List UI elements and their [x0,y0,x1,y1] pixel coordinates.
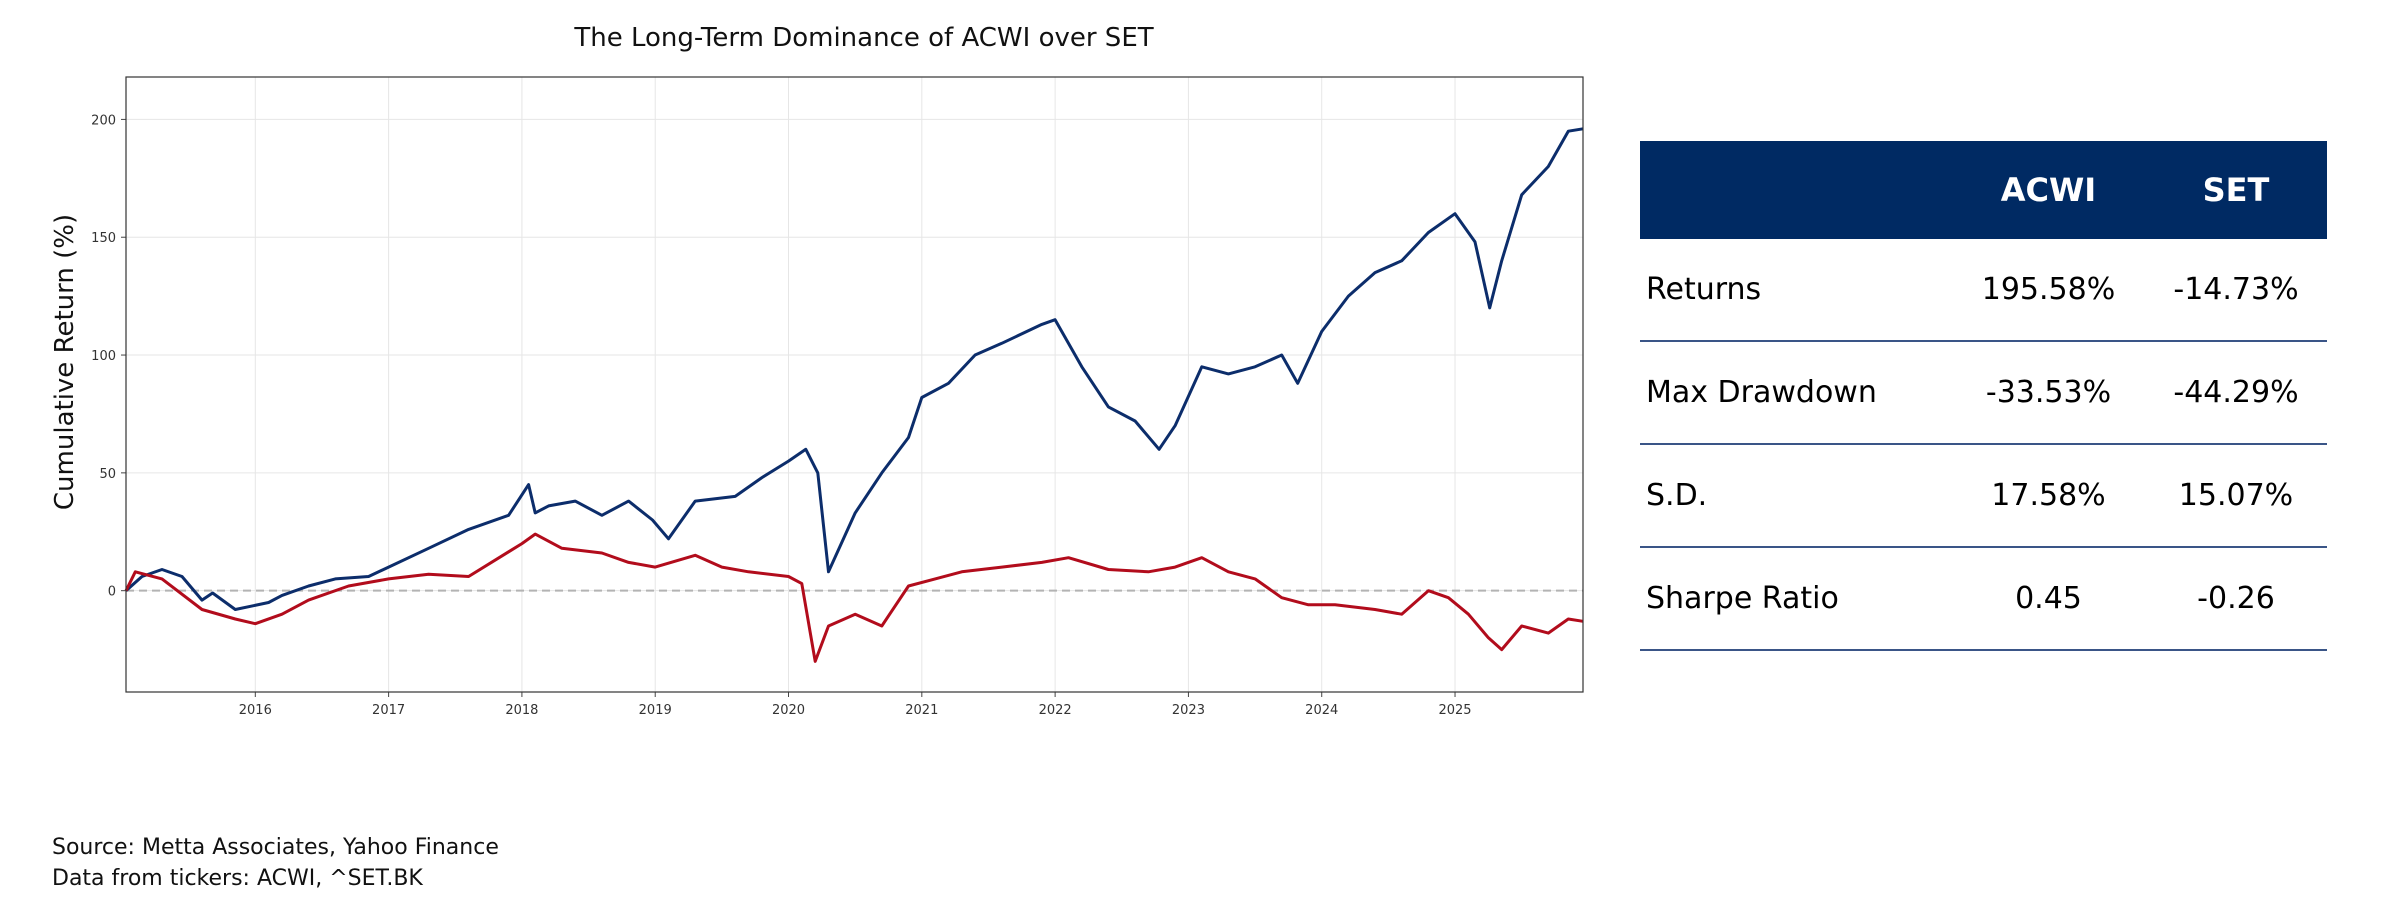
y-tick-label: 0 [108,585,116,600]
data-tickers-line: Data from tickers: ACWI, ^SET.BK [52,866,423,891]
source-note: Source: Metta Associates, Yahoo Finance … [52,832,499,894]
set-value: -14.73% [2144,239,2327,342]
stats-row-returns: Returns 195.58% -14.73% [1640,239,2327,342]
metric-label: S.D. [1640,444,1952,548]
y-tick-label: 150 [91,231,116,246]
stats-header-metric [1640,141,1952,239]
stats-header-acwi: ACWI [1952,141,2145,239]
x-tick-label: 2016 [239,703,272,718]
plot-area: 2016 2017 2018 2019 2020 2021 2022 2023 2024 2025… [91,76,1584,718]
y-tick-label: 200 [91,113,116,128]
stats-row-sharpe-ratio: Sharpe Ratio 0.45 -0.26 [1640,547,2327,651]
y-tick-label: 50 [99,467,116,482]
stats-header-row: ACWI SET [1640,141,2327,239]
plot-frame [125,76,1584,693]
acwi-series-line [125,127,1584,611]
stats-row-sd: S.D. 17.58% 15.07% [1640,444,2327,548]
x-tick-label: 2024 [1305,703,1338,718]
x-tick-label: 2017 [372,703,405,718]
x-tick-label: 2020 [772,703,805,718]
acwi-value: 195.58% [1952,239,2145,342]
stats-table: ACWI SET Returns 195.58% -14.73% Max Dra… [1640,141,2327,651]
set-series-line [124,532,1584,663]
metric-label: Returns [1640,239,1952,342]
metric-label: Sharpe Ratio [1640,547,1952,651]
x-tick-label: 2023 [1172,703,1205,718]
y-axis-label: Cumulative Return (%) [50,214,80,510]
x-tick-label: 2022 [1039,703,1072,718]
stats-row-max-drawdown: Max Drawdown -33.53% -44.29% [1640,341,2327,445]
set-value: -44.29% [2144,341,2327,445]
source-line: Source: Metta Associates, Yahoo Finance [52,835,499,860]
set-value: -0.26 [2144,547,2327,651]
stats-header-set: SET [2144,141,2327,239]
x-tick-label: 2019 [639,703,672,718]
acwi-value: -33.53% [1952,341,2145,445]
acwi-value: 0.45 [1952,547,2145,651]
set-value: 15.07% [2144,444,2327,548]
x-tick-label: 2025 [1438,703,1471,718]
x-tick-label: 2021 [905,703,938,718]
metric-label: Max Drawdown [1640,341,1952,445]
y-tick-label: 100 [91,349,116,364]
x-tick-label: 2018 [505,703,538,718]
chart-title: The Long-Term Dominance of ACWI over SET [573,23,1153,53]
acwi-value: 17.58% [1952,444,2145,548]
